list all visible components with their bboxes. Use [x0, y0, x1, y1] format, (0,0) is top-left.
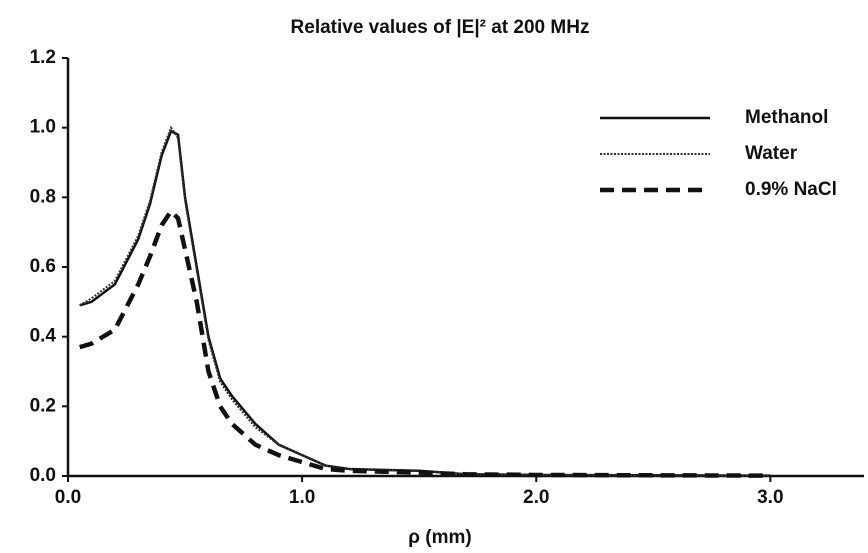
y-tick-label: 1.2	[30, 47, 56, 68]
y-tick-label: 0.2	[30, 395, 56, 416]
x-tick-label: 1.0	[289, 487, 315, 508]
legend-label: 0.9% NaCl	[745, 179, 837, 200]
x-axis-label: ρ (mm)	[408, 527, 471, 548]
series-line	[79, 207, 771, 478]
chart-title: Relative values of |E|² at 200 MHz	[291, 17, 590, 38]
x-tick-label: 2.0	[523, 487, 549, 508]
y-tick-label: 1.0	[30, 117, 56, 138]
y-tick-label: 0.0	[30, 465, 56, 486]
y-tick-label: 0.4	[30, 326, 57, 347]
y-tick-label: 0.6	[30, 256, 56, 277]
y-tick-label: 0.8	[30, 186, 56, 207]
series-line	[79, 125, 771, 477]
legend-label: Water	[745, 143, 798, 164]
x-tick-label: 0.0	[55, 487, 81, 508]
x-tick-label: 3.0	[757, 487, 783, 508]
legend-label: Methanol	[745, 107, 828, 128]
